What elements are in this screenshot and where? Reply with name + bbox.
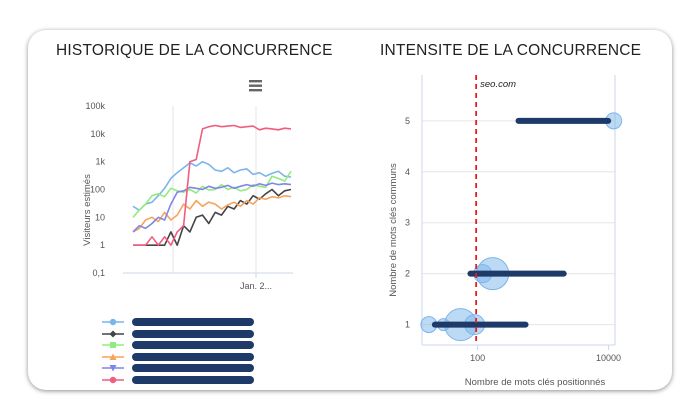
legend-label-redacted (132, 341, 254, 350)
y-tick-label: 1 (100, 240, 105, 250)
y-tick-label: 1 (405, 320, 410, 330)
history-title: HISTORIQUE DE LA CONCURRENCE (56, 42, 333, 59)
x-tick-label: Jan. 2... (240, 281, 272, 291)
y-tick-label: 10 (95, 212, 105, 222)
legend-marker-icon (102, 353, 124, 360)
hamburger-menu-icon[interactable] (249, 80, 262, 92)
y-tick-label: 4 (405, 167, 410, 177)
legend-label-redacted (132, 376, 254, 384)
history-line-chart: 0,1 1 10 100 1k 10k 100k Jan. 2... Visiteurs e… (82, 80, 293, 291)
y-axis-label: Nombre de mots clés communs (388, 163, 399, 297)
series-line-2[interactable] (133, 188, 292, 246)
legend-marker-icon (102, 318, 124, 326)
intensity-title: INTENSITE DE LA CONCURRENCE (380, 42, 642, 59)
legend-label-redacted (132, 352, 254, 361)
y-tick-label: 10k (90, 129, 105, 139)
range-bar-1[interactable] (431, 321, 529, 328)
intensity-bubble-chart: 1 2 3 4 5 100 10000 Nombre de mots clés commu… (388, 75, 623, 388)
legend-label-redacted (132, 318, 254, 326)
competition-card: HISTORIQUE DE LA CONCURRENCE 0,1 1 10 100 1k… (28, 30, 672, 390)
y-axis-label: Visiteurs estimés (82, 174, 93, 246)
y-tick-label: 5 (405, 116, 410, 126)
x-axis-label: Nombre de mots clés positionnés (465, 377, 606, 388)
legend-marker-icon (102, 365, 124, 372)
series-line-5[interactable] (132, 182, 292, 233)
range-bar-2[interactable] (467, 270, 567, 277)
y-tick-label: 1k (95, 157, 105, 167)
range-bar-3[interactable] (515, 117, 612, 124)
y-tick-label: 100k (85, 101, 105, 111)
y-tick-label: 2 (405, 269, 410, 279)
x-tick-label: 10000 (596, 353, 621, 363)
legend-label-redacted (132, 364, 254, 373)
y-tick-label: 100 (90, 185, 105, 195)
x-tick-label: 100 (470, 353, 485, 363)
legend-label-redacted (132, 329, 254, 338)
legend-marker-icon (102, 376, 124, 384)
legend-marker-icon (102, 342, 124, 349)
series-line-4[interactable] (132, 194, 292, 233)
y-tick-label: 0,1 (92, 268, 105, 278)
y-tick-label: 3 (405, 218, 410, 228)
series-line-6[interactable] (133, 124, 292, 246)
legend-marker-icon (102, 330, 124, 338)
series-line-3[interactable] (132, 170, 292, 218)
reference-line-label: seo.com (480, 79, 516, 90)
